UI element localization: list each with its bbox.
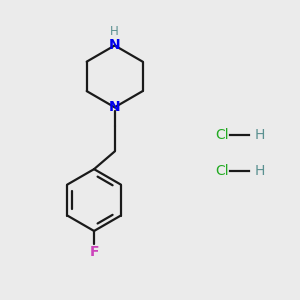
Text: H: H — [110, 25, 119, 38]
Text: H: H — [254, 128, 265, 142]
Text: Cl: Cl — [215, 164, 228, 178]
Text: F: F — [89, 245, 99, 260]
Text: N: N — [109, 100, 121, 114]
Text: H: H — [254, 164, 265, 178]
Text: N: N — [109, 38, 121, 52]
Text: Cl: Cl — [215, 128, 228, 142]
